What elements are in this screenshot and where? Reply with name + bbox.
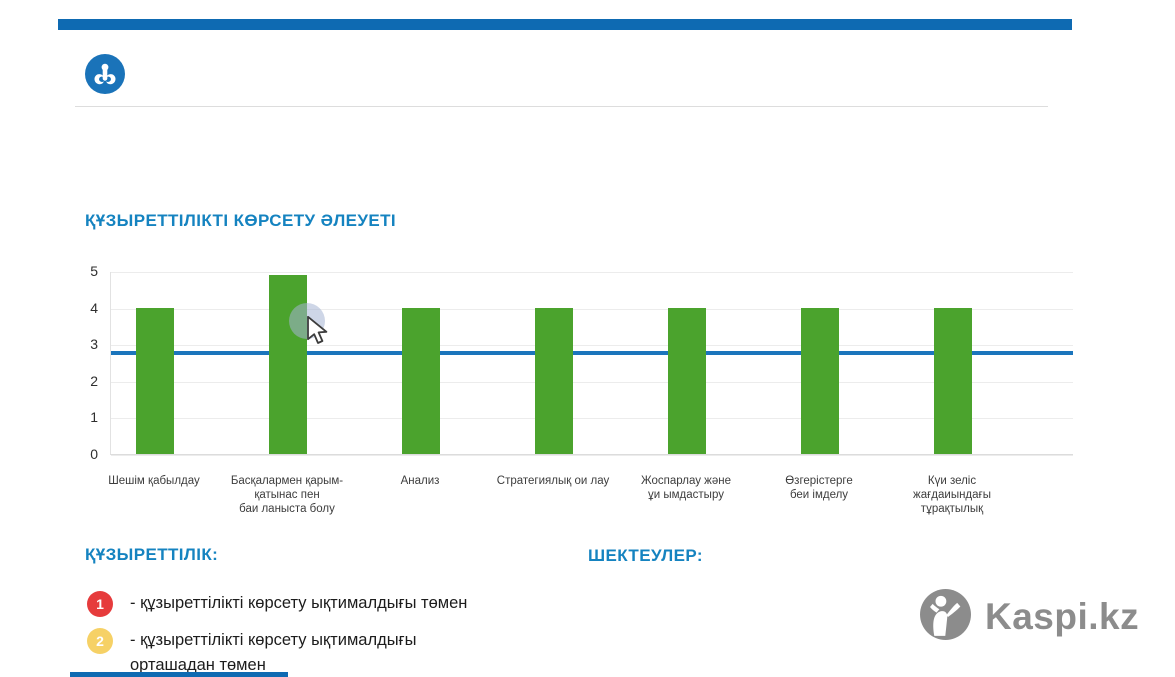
legend-item-1-text: - құзыреттілікті көрсету ықтималдығы төм… bbox=[130, 594, 468, 612]
y-tick-label: 3 bbox=[90, 336, 98, 353]
x-category-label: Өзгерістерге беи імделу bbox=[785, 475, 853, 501]
limitations-heading: ШЕКТЕУЛЕР: bbox=[588, 546, 703, 565]
bar-2 bbox=[269, 274, 307, 454]
x-category-label: Басқалармен қарым- қатынас пен баи ланыс… bbox=[230, 475, 344, 515]
watermark-label: Kaspi.kz bbox=[985, 596, 1140, 637]
samruk-ornament-logo-icon bbox=[85, 54, 125, 94]
gridline bbox=[111, 345, 1073, 347]
chart-title: ҚҰЗЫРЕТТІЛІКТІ КӨРСЕТУ ӘЛЕУЕТІ bbox=[85, 211, 397, 230]
top-accent-bar bbox=[58, 19, 1072, 30]
x-category-label: Шешім қабылдау bbox=[108, 475, 200, 487]
header-divider bbox=[75, 106, 1048, 107]
y-tick-label: 1 bbox=[90, 409, 98, 426]
gridline bbox=[111, 455, 1073, 456]
x-category-label: Жоспарлау және ұи ымдастыру bbox=[640, 475, 732, 501]
kaspi-watermark: Kaspi.kz bbox=[919, 588, 1139, 646]
competency-heading: ҚҰЗЫРЕТТІЛІК: bbox=[85, 545, 219, 564]
x-category-label: Стратегиялық ои лау bbox=[496, 475, 610, 487]
gridline bbox=[111, 381, 1073, 383]
legend-item-2-text: - құзыреттілікті көрсету ықтималдығы орт… bbox=[130, 631, 417, 674]
mouse-cursor-icon bbox=[306, 315, 332, 351]
bar-1 bbox=[136, 307, 174, 454]
threshold-line bbox=[111, 350, 1073, 355]
bar-4 bbox=[535, 307, 573, 454]
legend-badge-2: 2 bbox=[87, 628, 113, 654]
bar-3 bbox=[402, 307, 440, 454]
y-tick-label: 4 bbox=[90, 299, 98, 316]
bar-7 bbox=[934, 307, 972, 454]
gridline bbox=[111, 418, 1073, 420]
x-category-label: Күи зеліс жағдаиындағы тұрақтылық bbox=[913, 475, 991, 515]
bar-6 bbox=[801, 307, 839, 454]
bottom-accent-strip bbox=[70, 672, 288, 677]
y-tick-label: 0 bbox=[90, 446, 98, 462]
kaspi-logo-icon bbox=[919, 588, 972, 646]
y-tick-label: 2 bbox=[90, 372, 98, 389]
y-tick-label: 5 bbox=[90, 263, 98, 279]
x-axis-labels: Шешім қабылдау Басқалармен қарым- қатынас… bbox=[108, 474, 1073, 524]
bar-5 bbox=[668, 307, 706, 454]
gridline bbox=[111, 308, 1073, 310]
gridline bbox=[111, 272, 1073, 273]
plot-area bbox=[110, 272, 1073, 456]
x-category-label: Анализ bbox=[400, 475, 440, 487]
legend-badge-1: 1 bbox=[87, 591, 113, 617]
